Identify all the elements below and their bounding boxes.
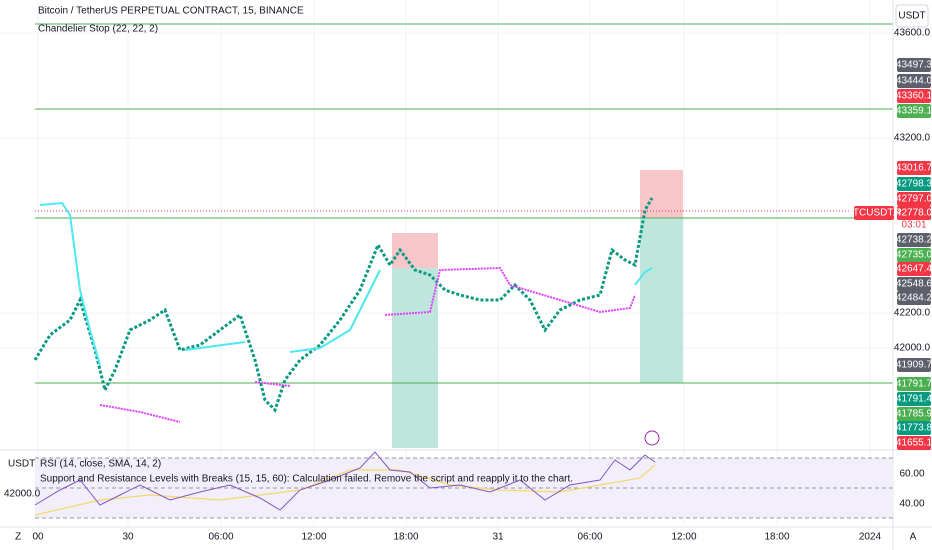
alert-icon[interactable]	[644, 430, 660, 446]
price-tick: 43600.0	[894, 28, 931, 39]
price-tag	[897, 358, 931, 372]
countdown: 03:01	[901, 220, 926, 231]
price-tag-label: 43444.0	[896, 76, 932, 87]
indicator-label: Chandelier Stop (22, 22, 2)	[38, 24, 158, 35]
symbol-tag	[854, 206, 894, 220]
rsi-currency: USDT	[8, 459, 35, 470]
price-tag-label: 43497.3	[896, 60, 932, 71]
price-tag-label: 42548.6	[896, 279, 932, 290]
price-tag-label: 41785.9	[896, 409, 932, 420]
price-tag-label: 41791.4	[896, 394, 932, 405]
price-tag	[897, 192, 931, 206]
price-tag	[897, 161, 931, 175]
currency-button[interactable]	[895, 4, 929, 28]
chart-title: Bitcoin / TetherUS PERPETUAL CONTRACT, 1…	[38, 6, 304, 17]
price-tag	[897, 262, 931, 276]
chandelier-long	[289, 269, 381, 353]
price-tag	[897, 277, 931, 291]
rsi-levels	[35, 457, 893, 519]
price-tick: 43200.0	[894, 133, 931, 144]
auto-button[interactable]: A	[910, 532, 917, 543]
rsi-line	[34, 451, 656, 511]
time-label: 12:00	[671, 532, 696, 543]
rsi-tick: 40.00	[899, 499, 924, 510]
price-candles	[33, 197, 654, 413]
time-label: 00	[32, 532, 44, 543]
time-label: 18:00	[764, 532, 789, 543]
currency-label: USDT	[898, 11, 925, 22]
price-tag	[897, 392, 931, 406]
price-tag-label: 42778.0	[896, 208, 932, 219]
time-label: 2024	[859, 532, 882, 543]
chandelier-long	[184, 341, 246, 351]
price-tag	[897, 407, 931, 421]
price-tag	[897, 74, 931, 88]
price-tag-label: 41791.7	[896, 379, 932, 390]
price-tag-label: 42797.0	[896, 194, 932, 205]
price-tag	[897, 377, 931, 391]
levels	[35, 23, 893, 384]
zoom-button[interactable]: Z	[15, 532, 21, 543]
price-tick: 42000.0	[894, 343, 931, 354]
price-tag	[897, 58, 931, 72]
symbol-tag-label: BTCUSDT.P	[846, 208, 902, 219]
time-label: 18:00	[393, 532, 418, 543]
stop-box	[640, 170, 683, 218]
price-tag-label: 43360.1	[896, 91, 932, 102]
price-tag	[897, 89, 931, 103]
time-label: 31	[492, 532, 504, 543]
price-tag-label: 42798.3	[896, 179, 932, 190]
price-tag-label: 42647.4	[896, 264, 932, 275]
rsi-title: RSI (14, close, SMA, 14, 2)	[40, 459, 161, 470]
rsi-left-price: 42000.0	[4, 489, 41, 500]
time-label: 12:00	[301, 532, 326, 543]
price-tag	[897, 248, 931, 262]
price-tag-label: 41909.7	[896, 360, 932, 371]
rsi-tick: 60.00	[899, 469, 924, 480]
grid	[0, 0, 893, 525]
price-tag-label: 41773.8	[896, 423, 932, 434]
price-tag	[897, 177, 931, 191]
chandelier-long	[39, 201, 101, 366]
price-tag-label: 43016.7	[896, 163, 932, 174]
price-tag	[897, 421, 931, 435]
script-error: Support and Resistance Levels with Break…	[40, 474, 573, 485]
price-tag-label: 43359.1	[896, 106, 932, 117]
price-tag	[897, 233, 931, 247]
target-box	[392, 268, 438, 448]
price-tag-label: 42738.2	[896, 235, 932, 246]
time-label: 06:00	[577, 532, 602, 543]
price-tag-label: 41655.1	[896, 438, 932, 449]
time-label: 30	[122, 532, 134, 543]
time-label: 06:00	[208, 532, 233, 543]
chandelier-short	[384, 266, 636, 316]
rsi-sma	[34, 464, 656, 516]
price-tag	[897, 206, 931, 220]
price-tag	[897, 104, 931, 118]
target-box	[640, 218, 683, 383]
price-tag	[897, 291, 931, 305]
price-tag-label: 42735.0	[896, 250, 932, 261]
price-tick: 42200.0	[894, 308, 931, 319]
chandelier-long	[634, 267, 653, 286]
price-tag	[897, 436, 931, 450]
chandelier-short	[99, 404, 181, 423]
price-tag-label: 42484.2	[896, 293, 932, 304]
